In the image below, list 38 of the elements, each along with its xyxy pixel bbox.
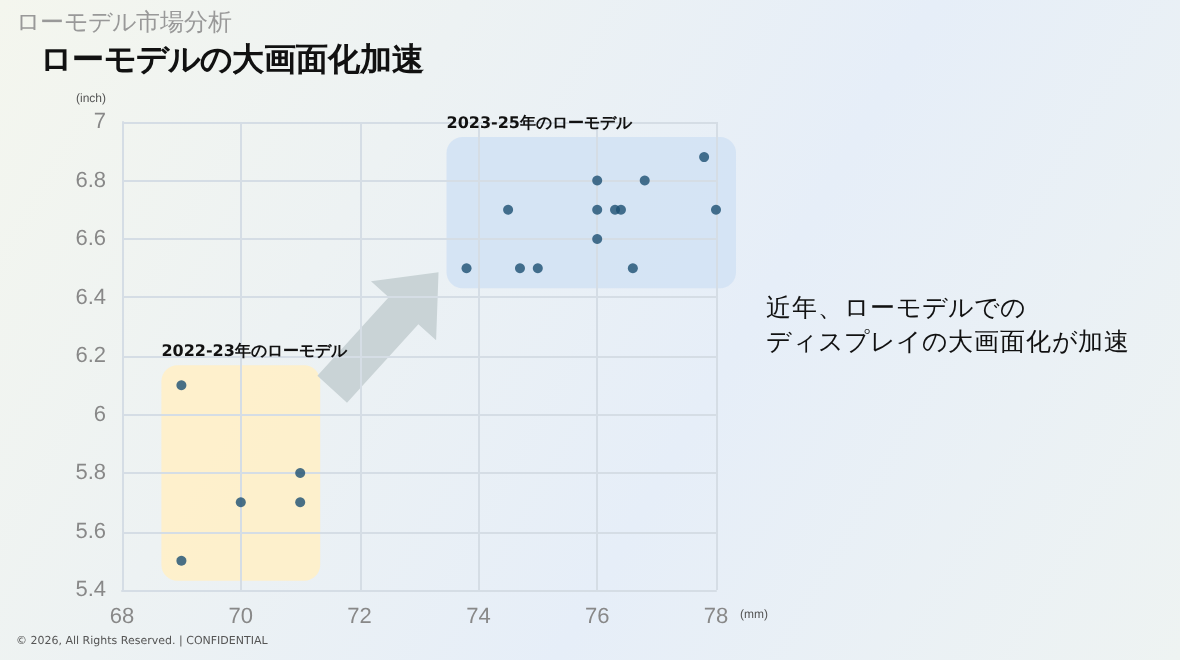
text: 2023-25年のローモデル <box>446 111 632 134</box>
point <box>592 175 603 186</box>
point <box>295 497 306 508</box>
point <box>235 497 246 508</box>
y-tick-label: 5.8 <box>75 461 106 485</box>
chart-subtitle: ローモデル市場分析 <box>16 6 232 40</box>
y-tick-label: 6.8 <box>75 168 106 193</box>
series-label: 2022-23年のローモデル <box>161 339 347 362</box>
point <box>532 263 543 274</box>
x-tick-label: 70 <box>228 605 254 629</box>
y-tick-label: 5.6 <box>75 519 106 544</box>
point <box>627 263 638 274</box>
point <box>503 204 514 215</box>
text: ディスプレイの大画面化が加速 <box>766 326 1130 360</box>
text: 近年、ローモデルでの <box>766 292 1026 326</box>
point <box>176 380 187 391</box>
x-tick-label: 72 <box>347 605 372 629</box>
point <box>639 175 650 186</box>
y-tick-label: 6 <box>93 402 106 427</box>
point <box>295 468 306 478</box>
chart-title: ローモデルの大画面化加速 <box>40 40 424 82</box>
point <box>514 263 525 274</box>
point <box>615 204 626 215</box>
x-tick-label: 76 <box>584 605 610 629</box>
x-tick-label: 68 <box>109 605 135 629</box>
point <box>699 152 710 163</box>
point <box>176 555 187 566</box>
y-tick-label: 6.2 <box>75 344 106 368</box>
y-tick-label: 5.4 <box>75 578 106 602</box>
point <box>592 234 603 244</box>
point <box>711 204 721 215</box>
point <box>461 263 472 274</box>
y-tick-label: 6.6 <box>75 227 106 251</box>
y-tick-label: 7 <box>93 110 106 134</box>
x-tick-label: 78 <box>703 605 729 629</box>
y-tick-label: 6.4 <box>75 285 106 310</box>
x-tick-label: 74 <box>466 605 491 629</box>
point <box>592 204 603 215</box>
